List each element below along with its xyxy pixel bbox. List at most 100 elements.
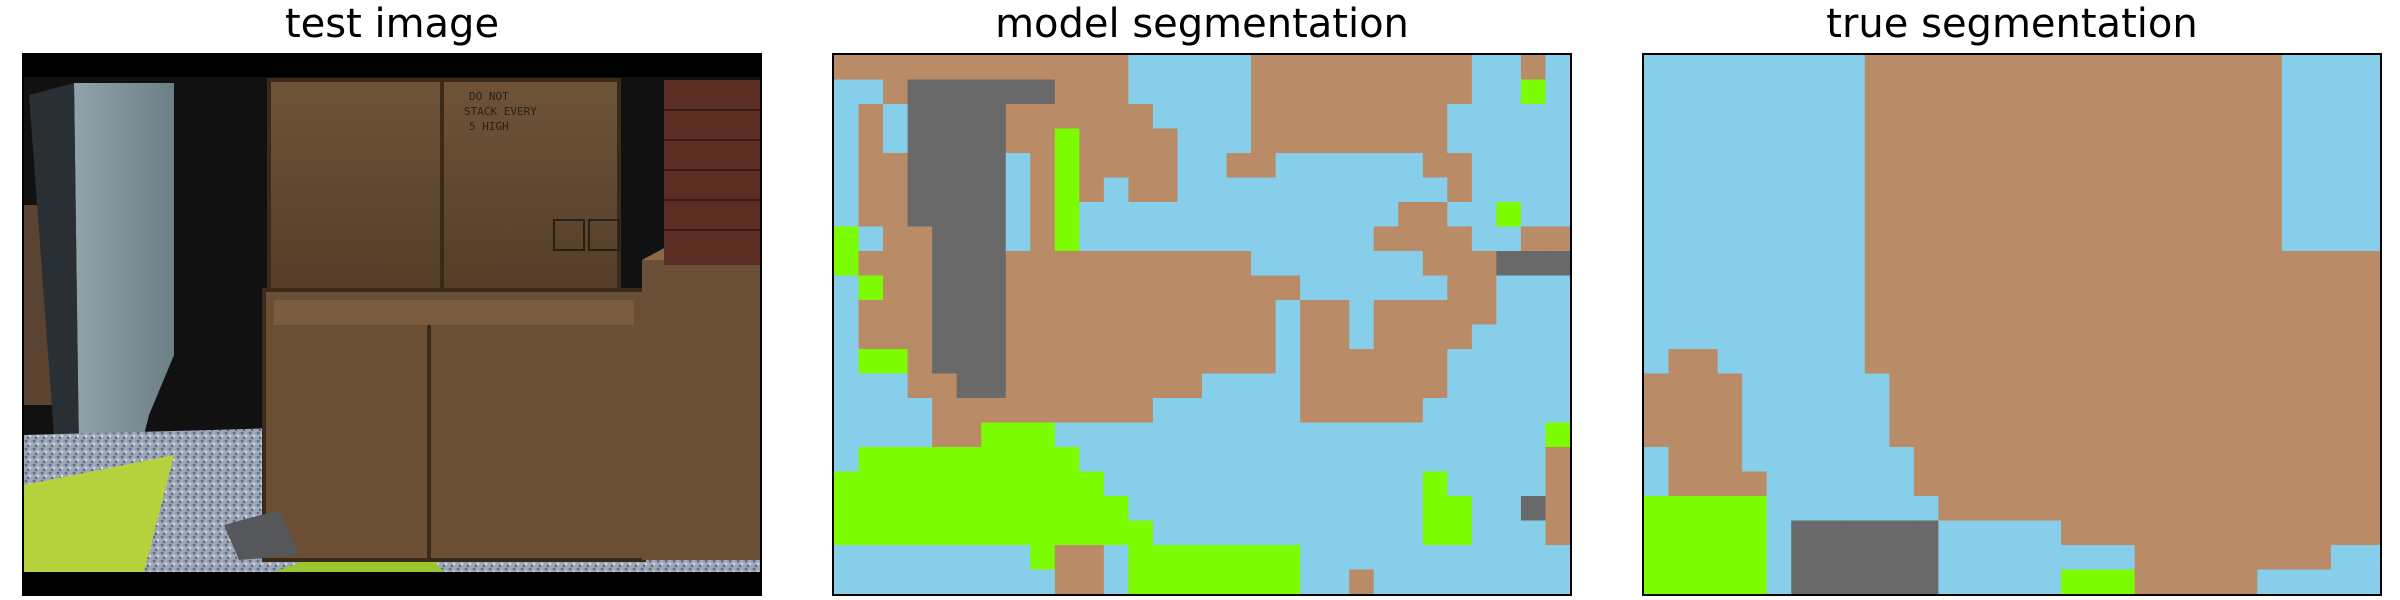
- model-seg-cell-wall: [1275, 447, 1301, 473]
- model-seg-cell-wall: [1520, 520, 1547, 546]
- model-seg-cell-wood: [907, 226, 933, 252]
- true-seg-cell-wall: [1693, 79, 1719, 105]
- true-seg-cell-wall: [1840, 153, 1866, 179]
- model-seg-cell-wall: [1079, 202, 1105, 228]
- true-seg-cell-wall: [1864, 496, 1890, 522]
- model-seg-cell-wood: [834, 55, 860, 81]
- model-seg-cell-wood: [1103, 79, 1129, 105]
- model-seg-cell-floor-green: [1079, 520, 1105, 546]
- model-seg-cell-wood: [1422, 104, 1448, 130]
- true-seg-cell-wood: [1889, 422, 1915, 448]
- true-seg-cell-wood: [1717, 471, 1743, 497]
- model-seg-cell-wood: [907, 373, 933, 399]
- model-seg-cell-wall: [1324, 226, 1350, 252]
- model-seg-cell-wood: [1152, 251, 1179, 277]
- model-seg-cell-floor-green: [1079, 496, 1105, 522]
- model-seg-cell-wood: [1177, 324, 1203, 350]
- true-seg-cell-wood: [2061, 300, 2087, 326]
- model-seg-cell-wall: [1300, 545, 1326, 571]
- model-seg-cell-wood: [1079, 104, 1105, 130]
- model-seg-cell-wall: [1103, 422, 1129, 448]
- model-seg-cell-wall: [834, 300, 860, 326]
- true-seg-cell-floor-green: [1693, 520, 1719, 546]
- true-seg-cell-wall: [1668, 251, 1694, 277]
- true-seg-cell-wood: [2085, 275, 2111, 301]
- model-seg-cell-floor-green: [834, 226, 860, 252]
- model-seg-cell-wood: [1177, 373, 1203, 399]
- true-seg-cell-wall: [2306, 202, 2332, 228]
- true-seg-cell-wood: [2257, 422, 2283, 448]
- true-seg-cell-wall: [1693, 324, 1719, 350]
- model-seg-cell-wood: [1373, 324, 1399, 350]
- true-seg-cell-wood: [2281, 300, 2307, 326]
- true-seg-cell-wall: [1742, 373, 1768, 399]
- model-seg-cell-wood: [1226, 300, 1252, 326]
- true-seg-cell-wood: [1913, 79, 1939, 105]
- true-seg-cell-floor-green: [1742, 569, 1768, 594]
- model-seg-cell-floor-green: [1005, 422, 1031, 448]
- model-seg-cell-wall: [1520, 275, 1547, 301]
- model-seg-cell-dark-gray: [907, 128, 933, 154]
- model-seg-cell-wall: [1152, 398, 1179, 424]
- model-seg-cell-dark-gray: [932, 349, 958, 375]
- true-seg-cell-wall: [2330, 79, 2357, 105]
- model-seg-cell-wood: [1520, 55, 1547, 81]
- true-seg-cell-wall: [1693, 128, 1719, 154]
- true-seg-cell-wood: [1987, 104, 2013, 130]
- true-seg-cell-wall: [1791, 202, 1817, 228]
- true-seg-cell-wood: [2036, 398, 2062, 424]
- true-seg-cell-wall: [1766, 520, 1792, 546]
- true-seg-cell-wood: [2110, 300, 2136, 326]
- model-seg-cell-wood: [1079, 324, 1105, 350]
- model-seg-cell-wall: [1251, 202, 1277, 228]
- model-seg-cell-wood: [1422, 226, 1448, 252]
- true-seg-cell-dark-gray: [1913, 520, 1939, 546]
- true-seg-cell-wood: [2281, 251, 2307, 277]
- model-seg-cell-wall: [1520, 471, 1547, 497]
- true-seg-cell-wall: [1889, 447, 1915, 473]
- true-seg-cell-wood: [1913, 104, 1939, 130]
- model-seg-cell-dark-gray: [1005, 79, 1031, 105]
- model-seg-cell-wall: [1422, 275, 1448, 301]
- model-seg-cell-wood: [907, 300, 933, 326]
- model-seg-cell-floor-green: [858, 349, 884, 375]
- model-seg-cell-wall: [932, 545, 958, 571]
- model-seg-cell-dark-gray: [956, 177, 982, 203]
- true-seg-cell-wood: [2355, 300, 2380, 326]
- model-seg-cell-floor-green: [1030, 422, 1056, 448]
- true-seg-cell-wood: [1938, 79, 1964, 105]
- true-seg-cell-wall: [1840, 496, 1866, 522]
- true-seg-cell-wood: [1668, 349, 1694, 375]
- true-seg-cell-dark-gray: [1889, 520, 1915, 546]
- true-seg-cell-wall: [1766, 422, 1792, 448]
- true-seg-cell-wood: [1644, 373, 1670, 399]
- true-seg-cell-wood: [1889, 275, 1915, 301]
- model-seg-cell-wall: [1496, 520, 1522, 546]
- model-seg-cell-wood: [1054, 569, 1080, 594]
- true-seg-cell-wood: [2257, 153, 2283, 179]
- true-seg-cell-wood: [2159, 55, 2185, 81]
- true-seg-cell-wood: [2257, 275, 2283, 301]
- model-seg-cell-wall: [1226, 471, 1252, 497]
- true-seg-cell-wall: [1717, 128, 1743, 154]
- model-seg-cell-floor-green: [1054, 520, 1080, 546]
- true-seg-cell-wood: [2085, 226, 2111, 252]
- model-seg-cell-wood: [858, 202, 884, 228]
- model-seg-cell-dark-gray: [981, 79, 1007, 105]
- test-image-title: test image: [284, 1, 500, 47]
- model-seg-cell-wall: [1520, 545, 1547, 571]
- model-seg-cell-dark-gray: [907, 177, 933, 203]
- model-seg-cell-wood: [1398, 55, 1424, 81]
- true-seg-cell-wood: [1938, 422, 1964, 448]
- model-seg-cell-wall: [1471, 422, 1497, 448]
- true-seg-cell-wood: [2232, 226, 2258, 252]
- true-seg-cell-wood: [2061, 373, 2087, 399]
- model-seg-cell-floor-green: [1128, 545, 1154, 571]
- model-seg-cell-wood: [1447, 177, 1473, 203]
- model-seg-cell-wall: [1251, 496, 1277, 522]
- model-seg-cell-wall: [1103, 545, 1129, 571]
- model-seg-cell-wall: [1324, 251, 1350, 277]
- model-seg-cell-wall: [1202, 447, 1228, 473]
- model-seg-cell-wood: [1128, 128, 1154, 154]
- true-seg-cell-wood: [1962, 447, 1989, 473]
